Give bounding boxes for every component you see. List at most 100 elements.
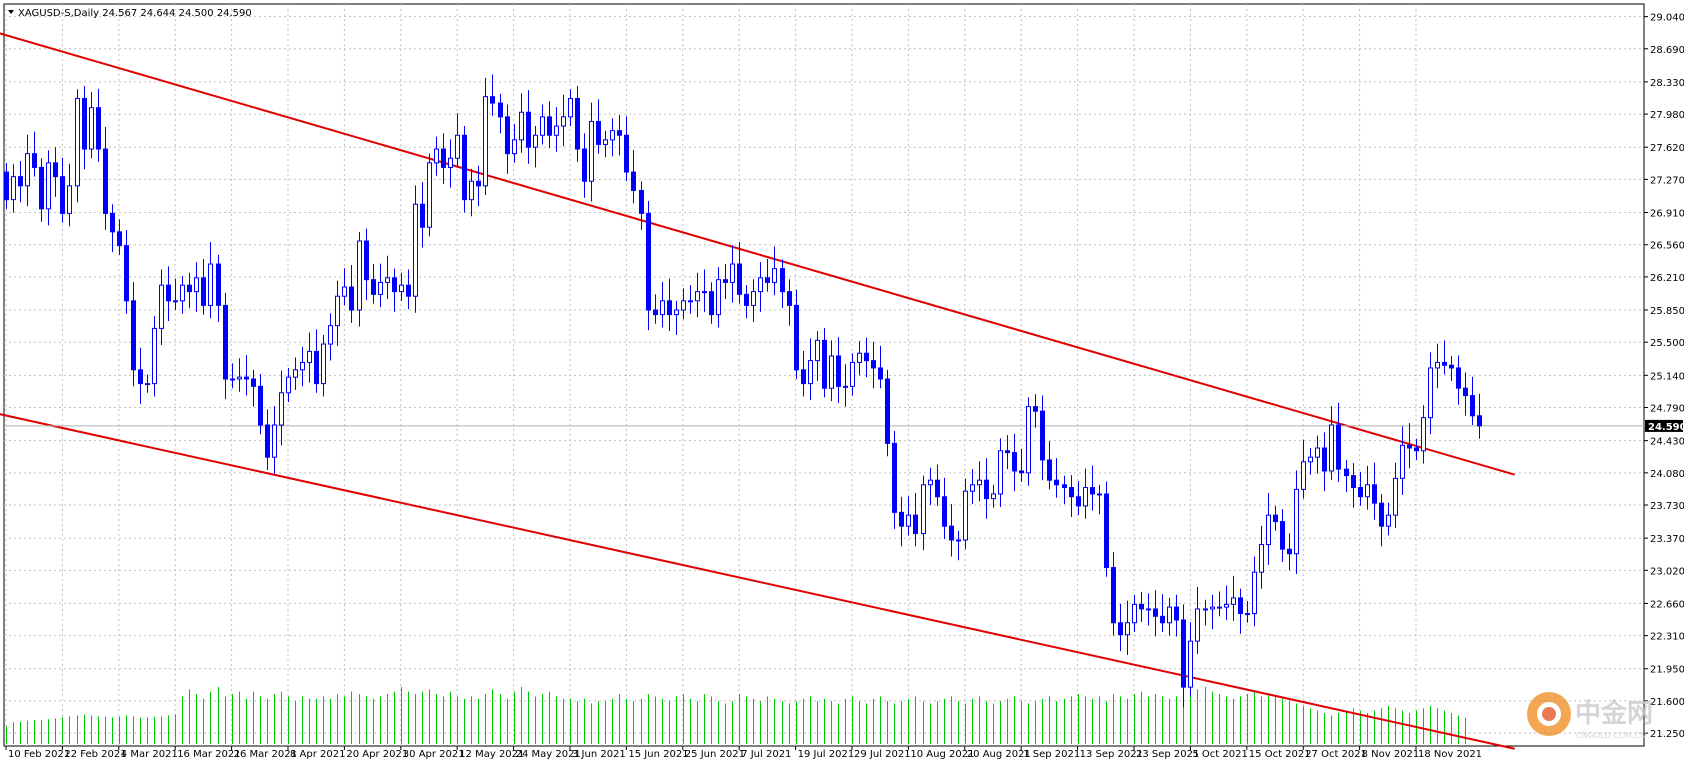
candle — [152, 315, 157, 397]
symbol-header: XAGUSD-S,Daily 24.567 24.644 24.500 24.5… — [8, 8, 252, 19]
symbol-info: XAGUSD-S,Daily 24.567 24.644 24.500 24.5… — [18, 8, 252, 19]
candle — [293, 357, 298, 391]
candle-body-down — [1273, 514, 1278, 523]
candle-body-up — [279, 392, 284, 426]
candle-body-down — [780, 268, 785, 293]
candle — [547, 101, 552, 149]
candle — [1104, 481, 1109, 577]
candle-body-up — [1329, 424, 1334, 472]
channel-trendline[interactable] — [0, 413, 1515, 750]
candle — [780, 259, 785, 309]
candle — [660, 281, 665, 328]
candle — [1054, 458, 1059, 498]
x-tick-label: 23 Sep 2021 — [1136, 749, 1199, 760]
candle — [1449, 356, 1454, 381]
candle-body-down — [822, 339, 827, 389]
candle — [258, 373, 263, 435]
candle-body-up — [1146, 608, 1151, 611]
candle-body-up — [11, 176, 16, 201]
candle-body-up — [1308, 456, 1313, 463]
candle — [610, 118, 615, 157]
candle-body-down — [258, 385, 263, 426]
candle-body-down — [1477, 415, 1482, 427]
candle — [89, 92, 94, 159]
candle-body-up — [89, 107, 94, 150]
y-tick-label: 26.210 — [1650, 273, 1684, 284]
candle-body-down — [547, 116, 552, 136]
x-tick-label: 5 Oct 2021 — [1192, 749, 1247, 760]
candle — [843, 364, 848, 407]
candle-body-up — [335, 295, 340, 327]
candle — [4, 162, 9, 209]
x-tick-label: 13 Sep 2021 — [1080, 749, 1143, 760]
candle-body-down — [138, 369, 143, 385]
candle — [46, 150, 51, 226]
candle — [751, 279, 756, 322]
candle-body-down — [935, 479, 940, 498]
y-tick-label: 24.790 — [1650, 404, 1684, 415]
candle — [498, 93, 503, 134]
candle — [272, 406, 277, 474]
dropdown-triangle-icon[interactable] — [8, 10, 14, 14]
candle — [180, 275, 185, 314]
candle — [251, 369, 256, 407]
candle-body-down — [1012, 452, 1017, 472]
candle — [1125, 600, 1130, 655]
candle — [730, 245, 735, 303]
candle-body-up — [1252, 571, 1257, 615]
candle-body-up — [1428, 367, 1433, 419]
candle — [314, 329, 319, 393]
candle-body-down — [103, 148, 108, 214]
candle — [138, 347, 143, 404]
candle — [11, 164, 16, 213]
candle — [1365, 465, 1370, 510]
candle-body-up — [857, 352, 862, 363]
candle-body-down — [1139, 603, 1144, 610]
candle — [1097, 484, 1102, 515]
candle — [984, 458, 989, 519]
candle-body-down — [462, 134, 467, 201]
candle-body-down — [124, 245, 129, 302]
candle — [483, 77, 488, 196]
candle — [385, 255, 390, 299]
candle — [1266, 493, 1271, 565]
candle — [342, 268, 347, 306]
candle — [399, 272, 404, 301]
x-tick-label: 16 Mar 2021 — [177, 749, 240, 760]
candle — [321, 334, 326, 397]
price-tag-label: 24.590 — [1648, 422, 1684, 433]
candle — [1062, 475, 1067, 505]
candle-body-up — [152, 327, 157, 385]
candle — [216, 254, 221, 322]
y-tick-label: 26.910 — [1650, 209, 1684, 220]
candle-body-up — [1315, 447, 1320, 458]
candle-body-down — [1174, 606, 1179, 621]
candle-body-down — [1153, 608, 1158, 617]
candle-body-down — [871, 360, 876, 369]
candle-body-up — [173, 300, 178, 303]
candle — [695, 272, 700, 318]
candle-body-down — [892, 442, 897, 513]
trendlines[interactable] — [0, 32, 1515, 750]
candle-body-down — [1287, 548, 1292, 555]
candle-body-up — [328, 325, 333, 345]
candle-body-down — [4, 171, 9, 201]
candle-body-down — [744, 293, 749, 306]
candle-body-down — [406, 284, 411, 297]
candle-body-up — [843, 385, 848, 388]
channel-trendline[interactable] — [0, 32, 1515, 476]
candle — [117, 219, 122, 255]
candle — [434, 136, 439, 176]
candle — [420, 182, 425, 248]
candle-body-down — [1407, 444, 1412, 449]
candle-body-down — [1351, 475, 1356, 489]
y-tick-label: 25.140 — [1650, 371, 1684, 382]
candle-body-down — [836, 355, 841, 387]
x-tick-label: 7 Jul 2021 — [741, 749, 791, 760]
candle-body-down — [1181, 619, 1186, 688]
candle — [899, 496, 904, 547]
candle — [1407, 423, 1412, 469]
candle — [1477, 393, 1482, 439]
